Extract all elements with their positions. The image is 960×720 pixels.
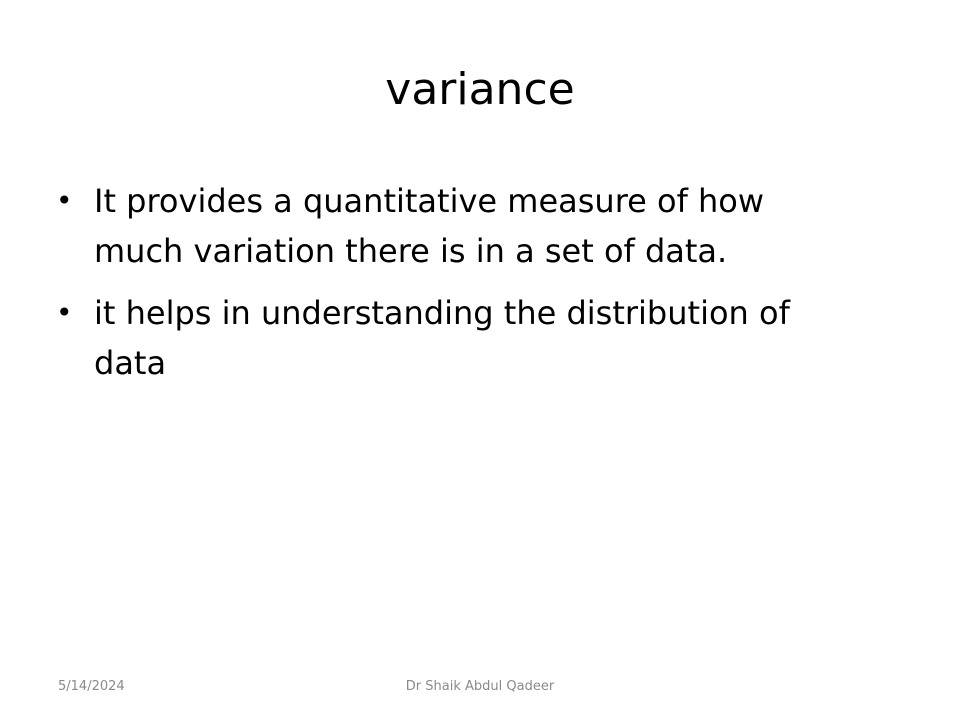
bullet-item: • It provides a quantitative measure of … — [56, 176, 856, 276]
bullet-marker: • — [56, 184, 73, 217]
slide-title: variance — [385, 64, 575, 115]
footer-date: 5/14/2024 — [58, 679, 125, 694]
footer-author: Dr Shaik Abdul Qadeer — [405, 679, 555, 694]
bullet-item: • it helps in understanding the distribu… — [56, 288, 856, 388]
bullet-list: • It provides a quantitative measure of … — [56, 176, 856, 400]
bullet-marker: • — [56, 296, 73, 329]
bullet-text: It provides a quantitative measure of ho… — [94, 182, 765, 270]
bullet-text: it helps in understanding the distributi… — [94, 294, 790, 382]
